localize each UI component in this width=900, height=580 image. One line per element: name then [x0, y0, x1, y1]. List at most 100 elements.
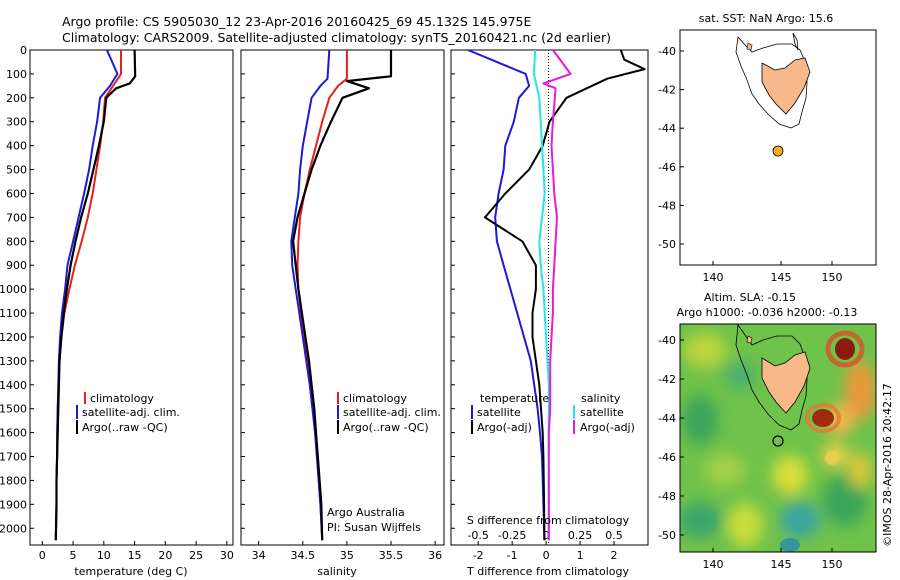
diff-series-line-0: [467, 49, 546, 541]
temp-tick-label: 0: [39, 549, 46, 562]
legend-climatology: climatology: [90, 392, 154, 405]
tdiff-tick-label: -1: [507, 549, 518, 562]
depth-tick-label: 1300: [0, 355, 27, 368]
depth-tick-label: 1100: [0, 307, 27, 320]
lon-tick-label: 140: [703, 558, 724, 571]
sst-map-frame: [679, 29, 877, 266]
difference-xlabel-top: S difference from climatology: [467, 514, 630, 527]
figure-title-line2: Climatology: CARS2009. Satellite-adjuste…: [62, 30, 611, 45]
argo-float-marker: [772, 145, 784, 157]
legend-argo: Argo(..raw -QC): [343, 421, 429, 434]
depth-tick-label: 600: [6, 187, 27, 200]
sal-tick-label: 36: [428, 549, 442, 562]
figure-title-line1: Argo profile: CS 5905030_12 23-Apr-2016 …: [62, 14, 531, 29]
temp-tick-label: 20: [158, 549, 172, 562]
lat-tick-label: -50: [658, 529, 676, 542]
salinity-panel: 34 34.5 35 35.5 36 salinity climatology sate…: [240, 49, 445, 578]
depth-tick-label: 1900: [0, 498, 27, 511]
series-line-2: [54, 49, 137, 541]
depth-tick-label: 1700: [0, 451, 27, 464]
depth-axis: 0 100 200 300 400 500 600 700 800 900 1000 1100 1200…: [0, 44, 455, 535]
sla-map-panel: Altim. SLA: -0.15 Argo h1000: -0.036 h20…: [658, 291, 894, 571]
depth-tick-label: 1800: [0, 474, 27, 487]
depth-tick-label: 1600: [0, 427, 27, 440]
sla-map-title1: Altim. SLA: -0.15: [704, 291, 796, 304]
legend-temp-argo: Argo(-adj): [477, 421, 532, 434]
legend-salinity-title: salinity: [581, 392, 621, 405]
depth-tick-label: 0: [20, 44, 27, 57]
depth-tick-label: 1200: [0, 331, 27, 344]
legend-climatology: climatology: [343, 392, 407, 405]
tasmania-land-sla: [761, 351, 811, 414]
sdiff-tick-label: -0.5: [467, 529, 488, 542]
lat-tick-label: -44: [658, 412, 676, 425]
legend-satellite: satellite-adj. clim.: [82, 406, 180, 419]
salinity-axis: 34 34.5 35 35.5 36: [252, 541, 442, 562]
salinity-xlabel: salinity: [317, 565, 357, 578]
sal-tick-label: 35.5: [379, 549, 404, 562]
salinity-plot-frame: [240, 49, 445, 546]
imos-watermark: ©IMOS 28-Apr-2016 20:42:17: [881, 383, 894, 547]
legend-temperature-title: temperature: [480, 392, 549, 405]
difference-axis: -2 -1 0 1 2 -0.5 -0.25 0 0.25 0.5: [467, 529, 622, 562]
temp-tick-label: 10: [97, 549, 111, 562]
sla-map-axes: -40 -42 -44 -46 -48 -50 140 145 150: [658, 334, 842, 571]
temperature-axis: 0 5 10 15 20 25 30: [39, 541, 234, 562]
temperature-xlabel: temperature (deg C): [74, 565, 187, 578]
sdiff-tick-label: 0.25: [568, 529, 593, 542]
depth-tick-label: 900: [6, 259, 27, 272]
difference-plot-frame: [450, 49, 649, 546]
sla-map-title2: Argo h1000: -0.036 h2000: -0.13: [677, 306, 858, 319]
depth-tick-label: 1500: [0, 403, 27, 416]
tasmania-land: [761, 57, 811, 115]
temperature-plot-frame: [29, 49, 234, 546]
depth-tick-label: 1000: [0, 283, 27, 296]
depth-tick-label: 800: [6, 235, 27, 248]
depth-tick-label: 700: [6, 211, 27, 224]
series-line-2: [292, 50, 393, 541]
depth-tick-label: 400: [6, 140, 27, 153]
series-line-1: [290, 49, 331, 541]
lon-tick-label: 145: [771, 558, 792, 571]
lon-tick-label: 150: [822, 271, 843, 284]
lon-tick-label: 145: [771, 271, 792, 284]
salinity-profiles: [290, 49, 393, 541]
lat-tick-label: -48: [658, 199, 676, 212]
lat-tick-label: -44: [658, 122, 676, 135]
diff-series-line-3: [542, 49, 572, 541]
legend-argo: Argo(..raw -QC): [82, 421, 168, 434]
sdiff-tick-label: 0: [543, 529, 550, 542]
depth-tick-label: 2000: [0, 522, 27, 535]
series-line-0: [296, 50, 348, 541]
lat-tick-label: -42: [658, 373, 676, 386]
temperature-profiles: [54, 49, 137, 541]
lon-tick-label: 140: [703, 271, 724, 284]
credit-line2: PI: Susan Wijffels: [327, 521, 421, 534]
difference-profiles: [467, 49, 646, 541]
sla-map-frame: [679, 323, 877, 553]
lat-tick-label: -40: [658, 334, 676, 347]
legend-sal-satellite: satellite: [580, 406, 624, 419]
sdiff-tick-label: -0.25: [498, 529, 526, 542]
legend-satellite: satellite-adj. clim.: [343, 406, 441, 419]
depth-tick-label: 500: [6, 164, 27, 177]
tdiff-tick-label: 2: [611, 549, 618, 562]
lat-tick-label: -46: [658, 451, 676, 464]
lat-tick-label: -48: [658, 490, 676, 503]
sst-map-title: sat. SST: NaN Argo: 15.6: [699, 12, 833, 25]
temp-tick-label: 25: [189, 549, 203, 562]
lat-tick-label: -46: [658, 161, 676, 174]
salinity-legend: climatology satellite-adj. clim. Argo(..…: [337, 392, 441, 434]
sst-map-panel: sat. SST: NaN Argo: 15.6 -40 -42 -44 -46 -48…: [658, 12, 877, 284]
temp-tick-label: 15: [128, 549, 142, 562]
temperature-legend: climatology satellite-adj. clim. Argo(..…: [76, 392, 180, 434]
sst-map-axes: -40 -42 -44 -46 -48 -50 140 145 150: [658, 45, 842, 284]
sal-tick-label: 35: [340, 549, 354, 562]
credit-line1: Argo Australia: [327, 506, 405, 519]
tdiff-tick-label: 0: [543, 549, 550, 562]
temp-tick-label: 5: [70, 549, 77, 562]
difference-xlabel: T difference from climatology: [466, 565, 629, 578]
difference-legend: temperature satellite Argo(-adj) salinit…: [471, 392, 635, 434]
difference-panel: -2 -1 0 1 2 -0.5 -0.25 0 0.25 0.5 T difference fr…: [450, 49, 649, 578]
sdiff-tick-label: 0.5: [605, 529, 623, 542]
